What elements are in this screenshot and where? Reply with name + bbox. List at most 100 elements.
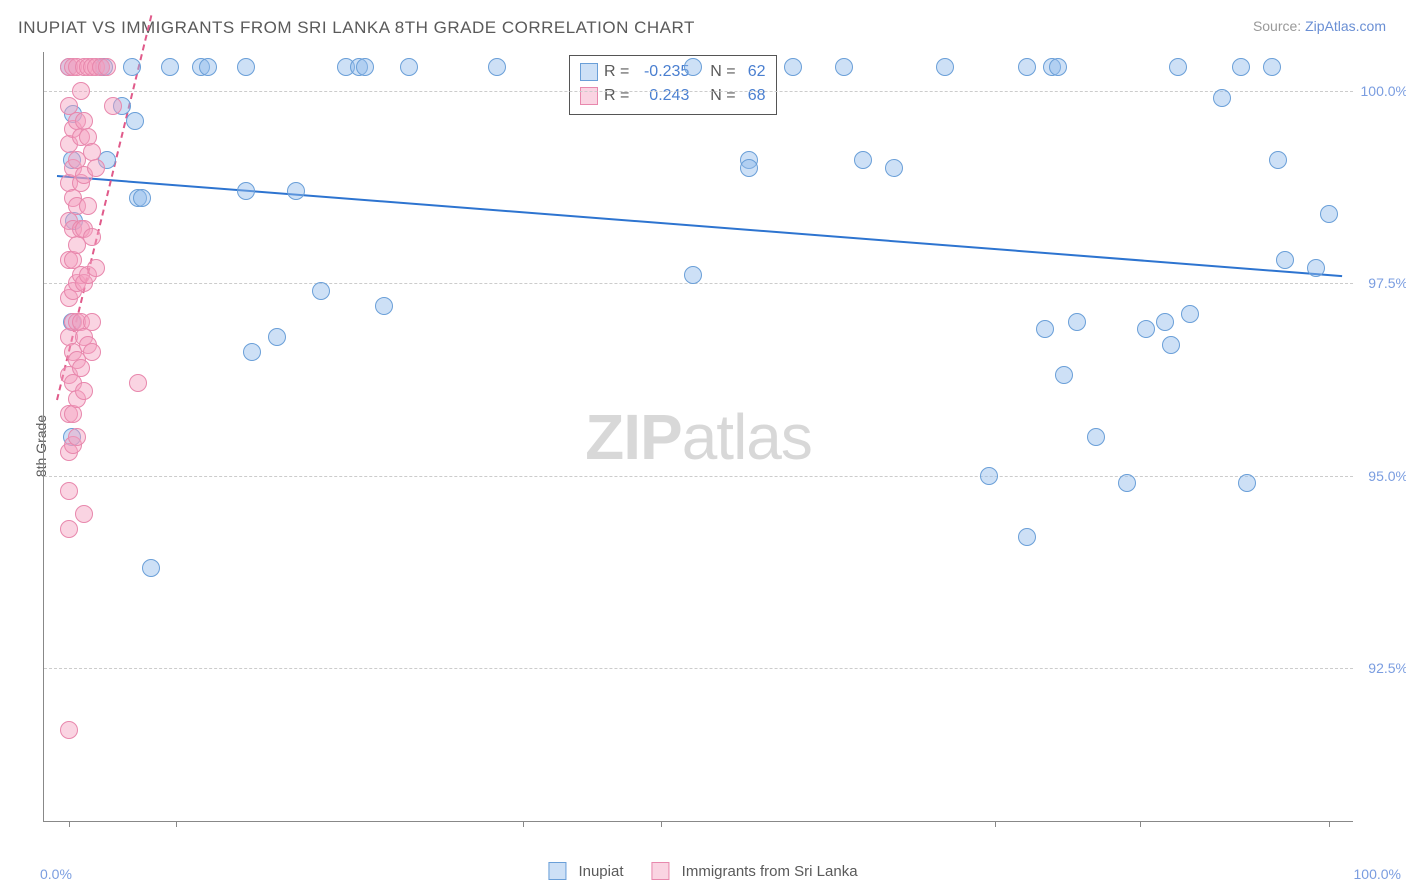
data-point bbox=[375, 297, 393, 315]
data-point bbox=[60, 520, 78, 538]
n-label: N = bbox=[710, 84, 735, 108]
data-point bbox=[1181, 305, 1199, 323]
data-point bbox=[1156, 313, 1174, 331]
data-point bbox=[1049, 58, 1067, 76]
data-point bbox=[980, 467, 998, 485]
stats-row-inupiat: R = -0.235 N = 62 bbox=[580, 60, 766, 84]
data-point bbox=[83, 228, 101, 246]
data-point bbox=[83, 343, 101, 361]
data-point bbox=[98, 58, 116, 76]
source-link[interactable]: ZipAtlas.com bbox=[1305, 18, 1386, 34]
data-point bbox=[740, 159, 758, 177]
data-point bbox=[684, 58, 702, 76]
data-point bbox=[1232, 58, 1250, 76]
data-point bbox=[133, 189, 151, 207]
data-point bbox=[87, 259, 105, 277]
data-point bbox=[1169, 58, 1187, 76]
r-label: R = bbox=[604, 60, 629, 84]
data-point bbox=[237, 182, 255, 200]
data-point bbox=[1055, 366, 1073, 384]
data-point bbox=[75, 382, 93, 400]
data-point bbox=[488, 58, 506, 76]
stats-legend: R = -0.235 N = 62 R = 0.243 N = 68 bbox=[569, 55, 777, 115]
source-label: Source: bbox=[1253, 18, 1301, 34]
data-point bbox=[1263, 58, 1281, 76]
data-point bbox=[1238, 474, 1256, 492]
x-tick bbox=[661, 821, 662, 827]
data-point bbox=[79, 197, 97, 215]
data-point bbox=[161, 58, 179, 76]
data-point bbox=[684, 266, 702, 284]
data-point bbox=[835, 58, 853, 76]
data-point bbox=[199, 58, 217, 76]
n-value-inupiat: 62 bbox=[742, 60, 766, 84]
gridline bbox=[44, 283, 1353, 284]
r-label: R = bbox=[604, 84, 629, 108]
data-point bbox=[1307, 259, 1325, 277]
data-point bbox=[243, 343, 261, 361]
data-point bbox=[1036, 320, 1054, 338]
data-point bbox=[885, 159, 903, 177]
data-point bbox=[1137, 320, 1155, 338]
data-point bbox=[129, 374, 147, 392]
data-point bbox=[1018, 528, 1036, 546]
chart-title: INUPIAT VS IMMIGRANTS FROM SRI LANKA 8TH… bbox=[18, 18, 695, 38]
data-point bbox=[268, 328, 286, 346]
x-tick bbox=[1329, 821, 1330, 827]
data-point bbox=[936, 58, 954, 76]
gridline bbox=[44, 91, 1353, 92]
data-point bbox=[123, 58, 141, 76]
x-axis-label-100: 100.0% bbox=[1354, 866, 1401, 882]
data-point bbox=[356, 58, 374, 76]
data-point bbox=[142, 559, 160, 577]
data-point bbox=[72, 82, 90, 100]
x-tick bbox=[995, 821, 996, 827]
data-point bbox=[60, 721, 78, 739]
source-attribution: Source: ZipAtlas.com bbox=[1253, 18, 1386, 34]
x-axis-label-0: 0.0% bbox=[40, 866, 72, 882]
x-tick bbox=[1140, 821, 1141, 827]
data-point bbox=[87, 159, 105, 177]
y-tick-label: 100.0% bbox=[1361, 83, 1406, 99]
plot-area: ZIPatlas R = -0.235 N = 62 R = 0.243 N =… bbox=[43, 52, 1353, 822]
legend-swatch-blue-icon bbox=[548, 862, 566, 880]
data-point bbox=[1269, 151, 1287, 169]
y-tick-label: 95.0% bbox=[1368, 468, 1406, 484]
x-tick bbox=[69, 821, 70, 827]
x-tick bbox=[523, 821, 524, 827]
data-point bbox=[312, 282, 330, 300]
data-point bbox=[1276, 251, 1294, 269]
gridline bbox=[44, 476, 1353, 477]
data-point bbox=[60, 482, 78, 500]
y-tick-label: 92.5% bbox=[1368, 660, 1406, 676]
n-value-srilanka: 68 bbox=[742, 84, 766, 108]
data-point bbox=[287, 182, 305, 200]
bottom-legend: Inupiat Immigrants from Sri Lanka bbox=[548, 862, 857, 880]
data-point bbox=[75, 505, 93, 523]
data-point bbox=[72, 359, 90, 377]
data-point bbox=[104, 97, 122, 115]
gridline bbox=[44, 668, 1353, 669]
x-tick bbox=[176, 821, 177, 827]
legend-label-srilanka: Immigrants from Sri Lanka bbox=[682, 863, 858, 880]
legend-label-inupiat: Inupiat bbox=[578, 863, 623, 880]
data-point bbox=[1087, 428, 1105, 446]
data-point bbox=[1213, 89, 1231, 107]
data-point bbox=[400, 58, 418, 76]
data-point bbox=[854, 151, 872, 169]
data-point bbox=[1118, 474, 1136, 492]
r-value-inupiat: -0.235 bbox=[635, 60, 689, 84]
data-point bbox=[83, 313, 101, 331]
data-point bbox=[1068, 313, 1086, 331]
legend-swatch-pink-icon bbox=[652, 862, 670, 880]
watermark-rest: atlas bbox=[682, 401, 812, 473]
r-value-srilanka: 0.243 bbox=[635, 84, 689, 108]
data-point bbox=[1320, 205, 1338, 223]
data-point bbox=[126, 112, 144, 130]
data-point bbox=[784, 58, 802, 76]
y-tick-label: 97.5% bbox=[1368, 275, 1406, 291]
n-label: N = bbox=[710, 60, 735, 84]
data-point bbox=[64, 405, 82, 423]
watermark: ZIPatlas bbox=[585, 400, 812, 474]
data-point bbox=[1018, 58, 1036, 76]
